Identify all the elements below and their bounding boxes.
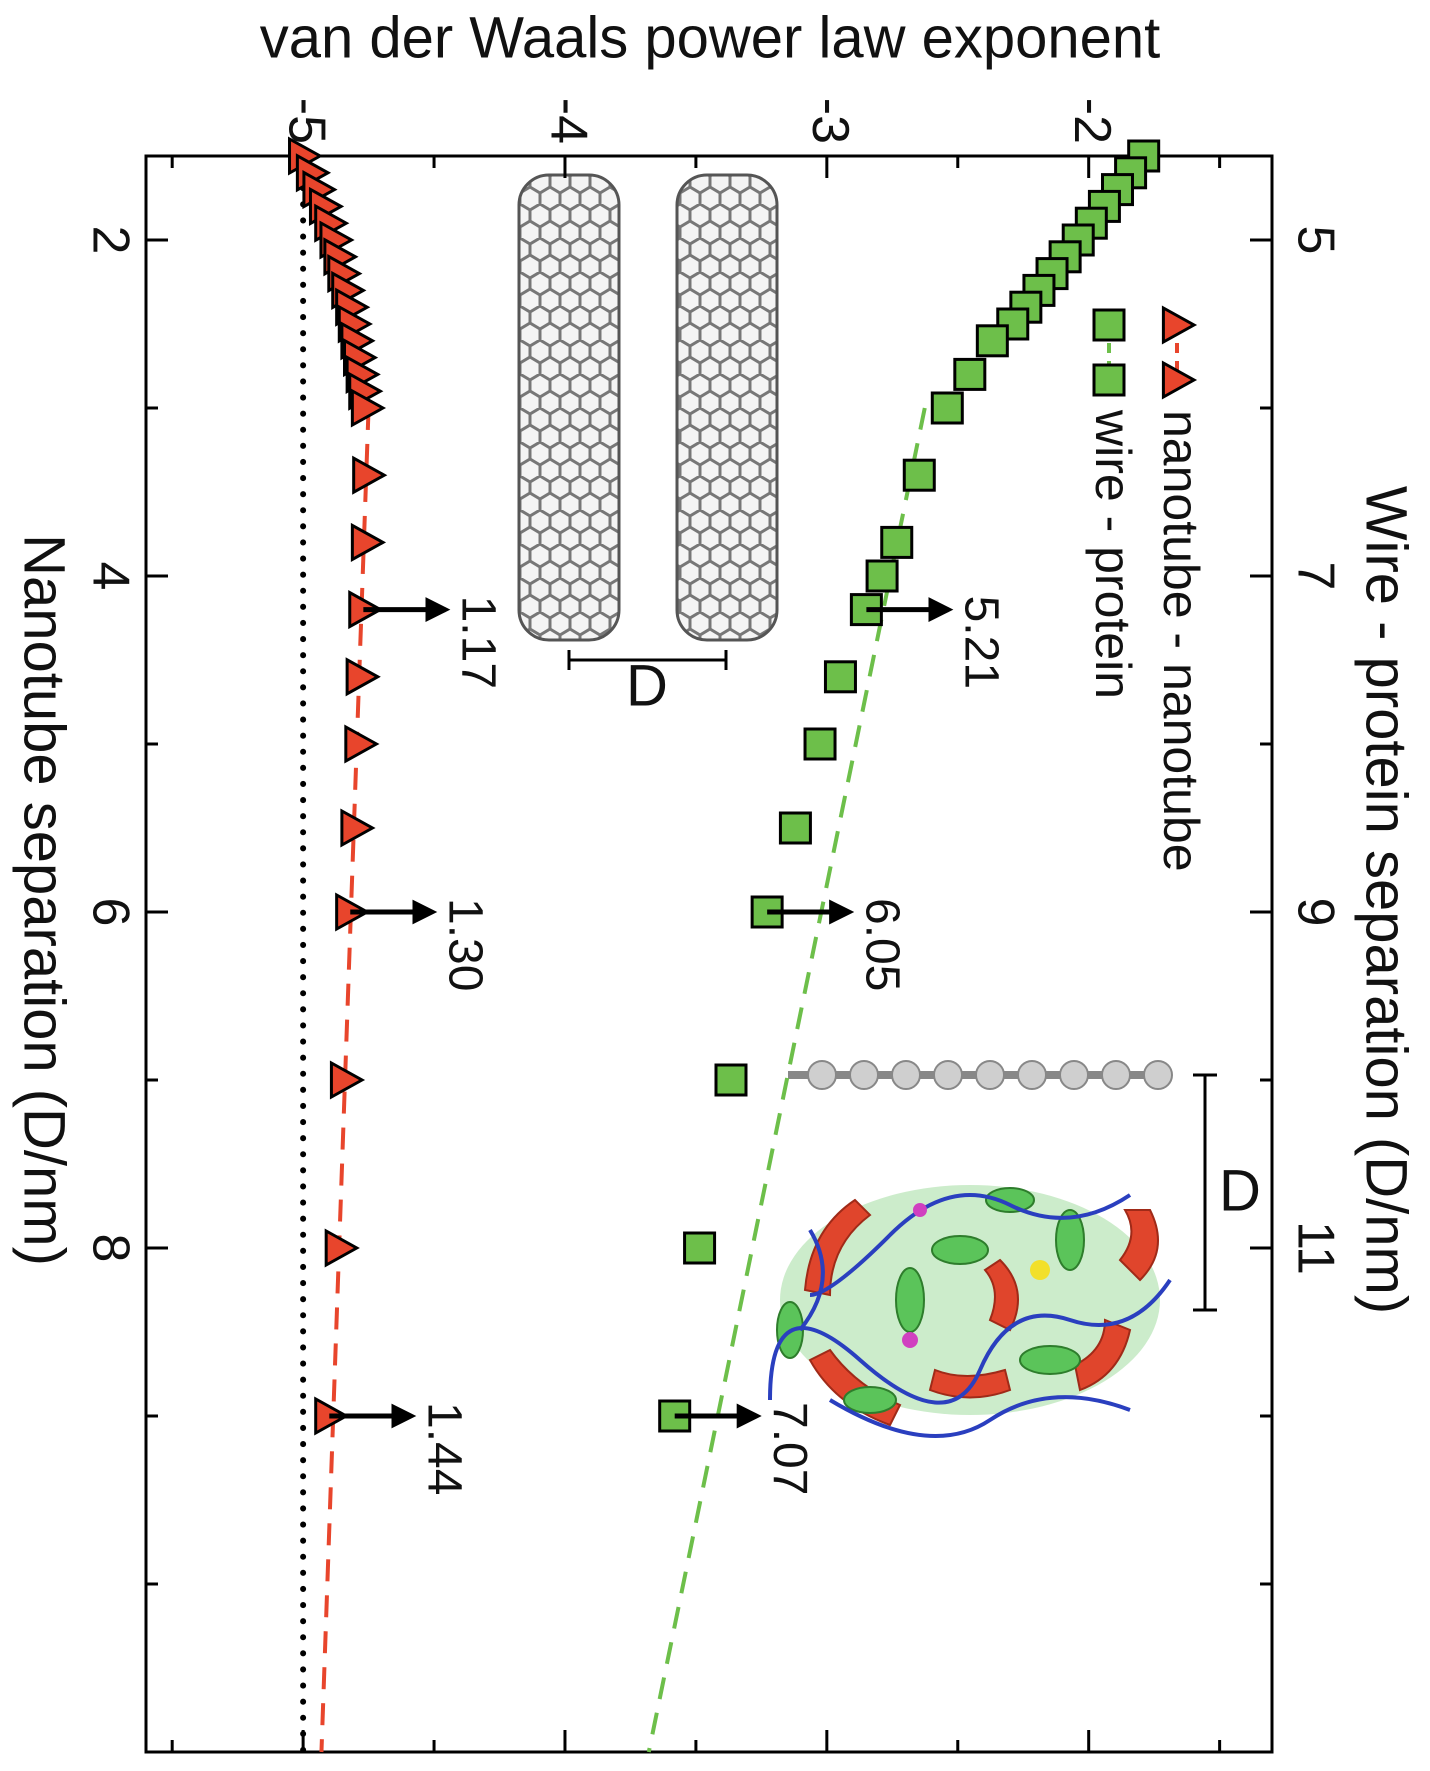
distance-bracket: [1193, 1073, 1217, 1312]
wire-illustration: [788, 1060, 1217, 1312]
square-marker: [714, 1063, 748, 1097]
legend-marker: [1092, 363, 1126, 397]
nanotube: [517, 173, 621, 642]
nanotube-illustration: [517, 173, 779, 670]
triangle-marker: [329, 1060, 366, 1100]
x2-tick-label: 9: [1286, 898, 1344, 927]
annotation-label: 7.07: [763, 1402, 816, 1495]
annotation-label: 1.17: [452, 596, 505, 689]
y-tick-label: -3: [801, 98, 859, 144]
square-marker: [823, 660, 857, 694]
inset-label: D: [1219, 1158, 1261, 1223]
square-marker: [683, 1231, 717, 1265]
square-marker: [880, 525, 914, 559]
annotation-label: 1.44: [418, 1402, 471, 1495]
triangle-marker: [345, 657, 381, 697]
x2-tick-label: 11: [1286, 1221, 1344, 1275]
y-tick-label: -5: [277, 98, 335, 144]
triangle-marker: [350, 388, 387, 428]
distance-bracket: [567, 650, 728, 670]
square-marker: [778, 811, 812, 845]
square-marker: [953, 357, 987, 391]
triangle-marker: [350, 522, 387, 562]
square-marker: [902, 458, 936, 492]
triangle-marker: [324, 1228, 360, 1268]
fit-line: [319, 407, 371, 1753]
x2-tick-label: 5: [1286, 226, 1344, 255]
legend-label: wire - protein: [1085, 409, 1141, 699]
legend-marker: [1092, 308, 1126, 342]
triangle-marker: [352, 455, 388, 495]
rotated-plot: D D 2 4 6 8 5 7 9 11 -5 -4 -3 -2 van der Waals power…: [12, 5, 1419, 1755]
square-marker: [975, 324, 1009, 358]
annotation-label: 1.30: [439, 898, 492, 991]
x-tick-label: 6: [81, 898, 139, 927]
x-tick-label: 2: [81, 226, 139, 255]
inset-label: D: [626, 653, 668, 718]
annotation-label: 6.05: [855, 898, 908, 991]
x-axis-label: Nanotube separation (D/nm): [12, 534, 77, 1266]
legend-marker: [1161, 305, 1198, 345]
square-marker: [930, 391, 964, 425]
legend-marker: [1161, 360, 1198, 400]
triangle-marker: [344, 724, 380, 764]
triangle-marker: [340, 808, 376, 848]
fit-line: [646, 407, 927, 1753]
square-marker: [865, 559, 899, 593]
legend-label: nanotube - nanotube: [1153, 410, 1209, 872]
y-axis-label: van der Waals power law exponent: [260, 5, 1161, 70]
nanotube: [675, 173, 779, 642]
y-tick-label: -2: [1063, 98, 1121, 144]
square-marker: [803, 727, 837, 761]
y-tick-label: -4: [539, 98, 597, 144]
x2-tick-label: 7: [1286, 562, 1344, 591]
wire-atoms: [807, 1060, 1173, 1090]
x-tick-label: 4: [81, 562, 139, 591]
x2-axis-label: Wire - protein separation (D/nm): [1354, 486, 1419, 1314]
protein-illustration: [768, 1185, 1172, 1438]
annotation-label: 5.21: [955, 596, 1008, 689]
plot-frame: [144, 154, 1274, 1754]
x-tick-label: 8: [81, 1234, 139, 1263]
